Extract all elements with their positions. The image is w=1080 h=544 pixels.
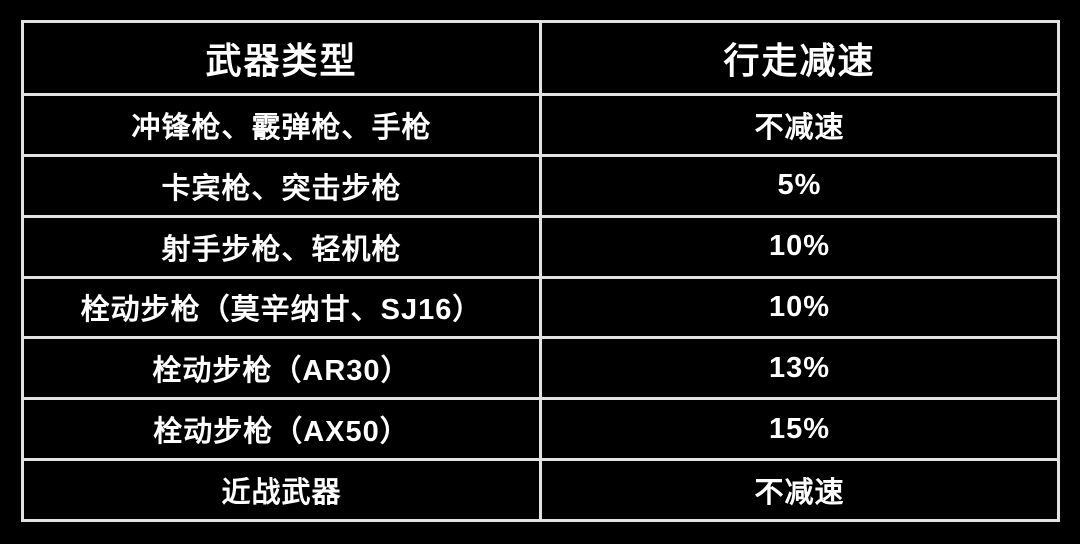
weapon-cell: 卡宾枪、突击步枪 bbox=[24, 156, 539, 215]
slowdown-cell: 10% bbox=[542, 217, 1057, 276]
slowdown-cell: 13% bbox=[542, 339, 1057, 398]
column-header-walk-slowdown: 行走减速 bbox=[542, 23, 1057, 93]
weapon-cell: 栓动步枪（莫辛纳甘、SJ16） bbox=[24, 278, 539, 337]
slowdown-cell: 15% bbox=[542, 400, 1057, 459]
weapons-slowdown-table: 武器类型 行走减速 冲锋枪、霰弹枪、手枪 不减速 卡宾枪、突击步枪 5% 射手步… bbox=[21, 20, 1060, 522]
slowdown-cell: 5% bbox=[542, 156, 1057, 215]
weapon-cell: 近战武器 bbox=[24, 461, 539, 519]
weapon-cell: 栓动步枪（AX50） bbox=[24, 400, 539, 459]
weapon-cell: 射手步枪、轻机枪 bbox=[24, 217, 539, 276]
slowdown-cell: 不减速 bbox=[542, 96, 1057, 154]
slowdown-cell: 10% bbox=[542, 278, 1057, 337]
slowdown-cell: 不减速 bbox=[542, 461, 1057, 519]
weapon-cell: 栓动步枪（AR30） bbox=[24, 339, 539, 398]
weapon-cell: 冲锋枪、霰弹枪、手枪 bbox=[24, 96, 539, 154]
column-header-weapon-type: 武器类型 bbox=[24, 23, 539, 93]
